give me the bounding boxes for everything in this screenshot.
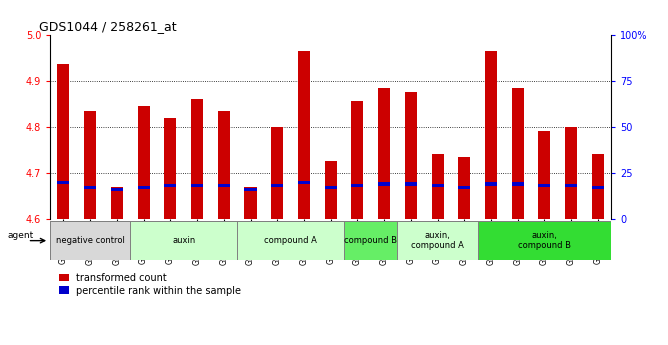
Bar: [57, 180, 69, 184]
Bar: [478, 221, 611, 260]
Bar: [218, 184, 230, 187]
Text: auxin,
compound B: auxin, compound B: [518, 231, 571, 250]
Bar: [538, 184, 550, 187]
Text: auxin: auxin: [172, 236, 195, 245]
Bar: [138, 186, 150, 189]
Bar: [271, 184, 283, 187]
Bar: [485, 183, 497, 186]
Bar: [397, 221, 478, 260]
Bar: [244, 188, 257, 191]
Bar: [592, 186, 604, 189]
Bar: [218, 111, 230, 219]
Bar: [565, 184, 577, 187]
Bar: [325, 186, 337, 189]
Bar: [432, 184, 444, 187]
Text: compound B: compound B: [344, 236, 397, 245]
Legend: transformed count, percentile rank within the sample: transformed count, percentile rank withi…: [55, 269, 245, 299]
Bar: [592, 155, 604, 219]
Bar: [378, 183, 390, 186]
Bar: [351, 184, 363, 187]
Bar: [111, 188, 123, 191]
Bar: [405, 183, 417, 186]
Bar: [164, 184, 176, 187]
Text: GDS1044 / 258261_at: GDS1044 / 258261_at: [39, 20, 176, 33]
Bar: [351, 101, 363, 219]
Bar: [164, 118, 176, 219]
Bar: [512, 88, 524, 219]
Bar: [130, 221, 237, 260]
Bar: [138, 106, 150, 219]
Bar: [50, 221, 130, 260]
Bar: [271, 127, 283, 219]
Bar: [432, 155, 444, 219]
Bar: [84, 186, 96, 189]
Bar: [512, 183, 524, 186]
Bar: [458, 157, 470, 219]
Bar: [565, 127, 577, 219]
Text: agent: agent: [7, 231, 34, 240]
Bar: [191, 184, 203, 187]
Bar: [57, 65, 69, 219]
Bar: [298, 180, 310, 184]
Bar: [237, 221, 344, 260]
Bar: [538, 131, 550, 219]
Bar: [344, 221, 397, 260]
Bar: [405, 92, 417, 219]
Bar: [458, 186, 470, 189]
Text: negative control: negative control: [55, 236, 125, 245]
Bar: [298, 51, 310, 219]
Text: compound A: compound A: [264, 236, 317, 245]
Bar: [111, 187, 123, 219]
Bar: [325, 161, 337, 219]
Bar: [191, 99, 203, 219]
Text: auxin,
compound A: auxin, compound A: [411, 231, 464, 250]
Bar: [485, 51, 497, 219]
Bar: [378, 88, 390, 219]
Bar: [244, 187, 257, 219]
Bar: [84, 111, 96, 219]
